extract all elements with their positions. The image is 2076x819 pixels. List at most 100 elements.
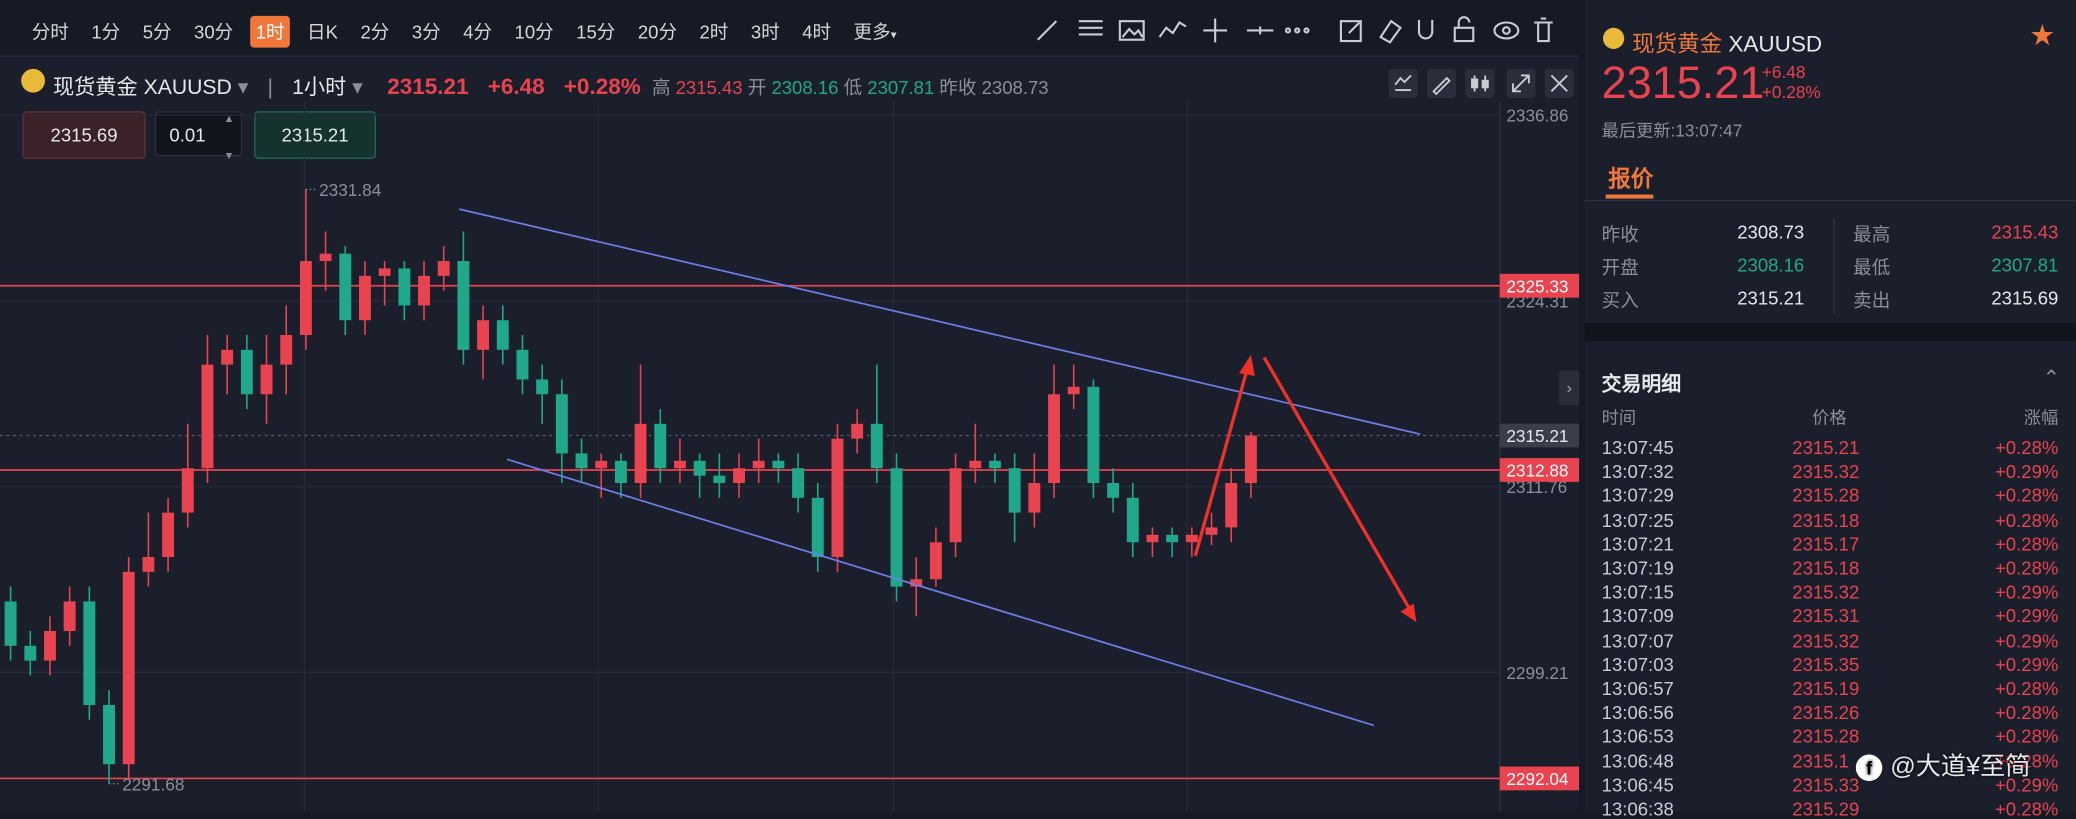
chart-controls[interactable] — [1387, 68, 1575, 100]
trade-time: 13:07:32 — [1601, 460, 1674, 483]
quote-tab[interactable]: 报价 — [1608, 166, 1654, 192]
quote-value: 2308.73 — [1737, 221, 1805, 243]
gold-icon — [1603, 27, 1625, 49]
collapse-button[interactable]: › — [1559, 370, 1580, 406]
low-label: 低 — [843, 76, 863, 98]
trade-price: 2315.26 — [1792, 701, 1860, 723]
quote-value: 2307.81 — [1991, 254, 2059, 276]
trade-change: +0.28% — [1994, 557, 2059, 579]
quantity-input[interactable]: 0.01 ▲ ▼ — [154, 111, 243, 161]
high-label: 高 — [651, 76, 671, 98]
trade-price: 2315.19 — [1792, 677, 1860, 699]
trade-change: +0.28% — [1994, 798, 2059, 819]
column-header: 涨幅 — [2023, 407, 2059, 428]
trade-change: +0.29% — [1994, 653, 2059, 675]
prev-label: 昨收 — [939, 76, 977, 98]
interval-tab[interactable]: 日K — [307, 21, 338, 43]
trade-change: +0.28% — [1994, 677, 2059, 699]
toolbar: 分时 1分 5分 30分 1时 日K 2分 3分 4分 10分 15分 20分 2时 3时 4时 更多▾ — [0, 0, 1580, 57]
quote-label: 开盘 — [1601, 256, 1639, 278]
open-value: 2308.16 — [771, 76, 839, 98]
trade-price: 2315.17 — [1792, 533, 1860, 555]
trade-change: +0.29% — [1994, 774, 2059, 796]
trade-time: 13:07:07 — [1601, 629, 1674, 651]
quote-label: 买入 — [1601, 289, 1639, 312]
trade-time: 13:07:21 — [1601, 533, 1674, 555]
trade-price: 2315.35 — [1792, 653, 1860, 675]
header-price: 2315.21 — [387, 74, 469, 100]
trade-price: 2315.32 — [1792, 581, 1860, 603]
trade-price: 2315.32 — [1792, 629, 1860, 651]
quote-value: 2315.21 — [1737, 287, 1805, 309]
interval-tab[interactable]: 3分 — [411, 21, 441, 43]
sell-price-button[interactable]: 2315.69 — [22, 111, 146, 159]
drawing-tools[interactable] — [1019, 11, 1575, 48]
trade-time: 13:07:25 — [1601, 509, 1674, 531]
interval-tab[interactable]: 更多▾ — [853, 21, 897, 43]
interval-tab[interactable]: 5分 — [142, 21, 172, 43]
symbol-name[interactable]: 现货黄金 — [52, 76, 138, 100]
column-header: 时间 — [1601, 407, 1637, 428]
trade-change: +0.28% — [1994, 701, 2059, 723]
trade-time: 13:06:48 — [1601, 750, 1674, 772]
quote-value: 2315.69 — [1991, 287, 2059, 309]
quote-label: 最低 — [1853, 256, 1891, 278]
trade-change: +0.29% — [1994, 581, 2059, 603]
interval-tab[interactable]: 20分 — [637, 21, 677, 43]
watermark: f @大道¥至简 — [1855, 747, 2031, 783]
sell-price: 2315.69 — [50, 124, 118, 146]
quote-label: 卖出 — [1853, 289, 1891, 312]
interval-tab[interactable]: 分时 — [31, 21, 69, 43]
symbol-code[interactable]: XAUUSD — [143, 76, 232, 100]
quote-label: 昨收 — [1601, 223, 1639, 245]
trade-change: +0.28% — [1994, 509, 2059, 531]
symbol-header: 现货黄金 XAUUSD ▾ | 1小时 ▾ 2315.21 +6.48 +0.2… — [52, 74, 1049, 100]
quote-price: 2315.21 — [1601, 58, 1765, 109]
interval-tab[interactable]: 2分 — [360, 21, 390, 43]
trade-price: 2315.28 — [1792, 725, 1860, 748]
quote-change: +6.48 — [1761, 62, 1806, 83]
interval[interactable]: 1小时 — [292, 76, 347, 100]
trade-price: 2315.18 — [1792, 557, 1860, 579]
tab-underline — [1605, 194, 1654, 199]
trade-price: 2315.29 — [1792, 798, 1860, 819]
interval-tab[interactable]: 15分 — [576, 21, 616, 43]
collapse-chevron[interactable]: ⌃ — [2042, 367, 2061, 391]
buy-price: 2315.21 — [281, 124, 349, 146]
trade-change: +0.28% — [1994, 750, 2059, 772]
quote-symbol: XAUUSD — [1728, 31, 1823, 57]
interval-tab[interactable]: 1时 — [250, 15, 290, 48]
chart-panel — [0, 56, 1580, 812]
gold-icon — [21, 68, 46, 93]
trade-price: 2315.21 — [1792, 436, 1860, 459]
buy-price-button[interactable]: 2315.21 — [254, 111, 376, 159]
interval-tab[interactable]: 1分 — [91, 21, 121, 43]
interval-tab[interactable]: 3时 — [750, 21, 780, 43]
quote-label: 最高 — [1853, 223, 1891, 245]
trade-time: 13:06:56 — [1601, 701, 1674, 723]
prev-value: 2308.73 — [981, 76, 1049, 98]
trade-change: +0.28% — [1994, 725, 2059, 748]
quote-panel: 现货黄金 XAUUSD ★ 2315.21 +6.48 +0.28% 最后更新:… — [1584, 0, 2076, 819]
interval-tab[interactable]: 2时 — [699, 21, 729, 43]
trade-change: +0.29% — [1994, 629, 2059, 651]
watermark-text: @大道¥至简 — [1890, 753, 2031, 781]
interval-tab[interactable]: 4分 — [463, 21, 493, 43]
trade-time: 13:06:53 — [1601, 725, 1674, 748]
interval-tab[interactable]: 30分 — [194, 21, 234, 43]
trade-change: +0.28% — [1994, 484, 2059, 507]
trade-price: 2315.31 — [1792, 605, 1860, 627]
trade-time: 13:07:09 — [1601, 605, 1674, 627]
trade-change: +0.28% — [1994, 436, 2059, 459]
favorite-star[interactable]: ★ — [2029, 18, 2056, 52]
header-change: +6.48 — [487, 74, 545, 100]
quantity: 0.01 — [169, 124, 206, 146]
interval-tab[interactable]: 4时 — [802, 21, 832, 43]
trade-time: 13:07:45 — [1601, 436, 1674, 459]
open-label: 开 — [747, 76, 767, 98]
trade-change: +0.29% — [1994, 460, 2059, 483]
trade-time: 13:06:45 — [1601, 774, 1674, 796]
interval-tab[interactable]: 10分 — [514, 21, 554, 43]
